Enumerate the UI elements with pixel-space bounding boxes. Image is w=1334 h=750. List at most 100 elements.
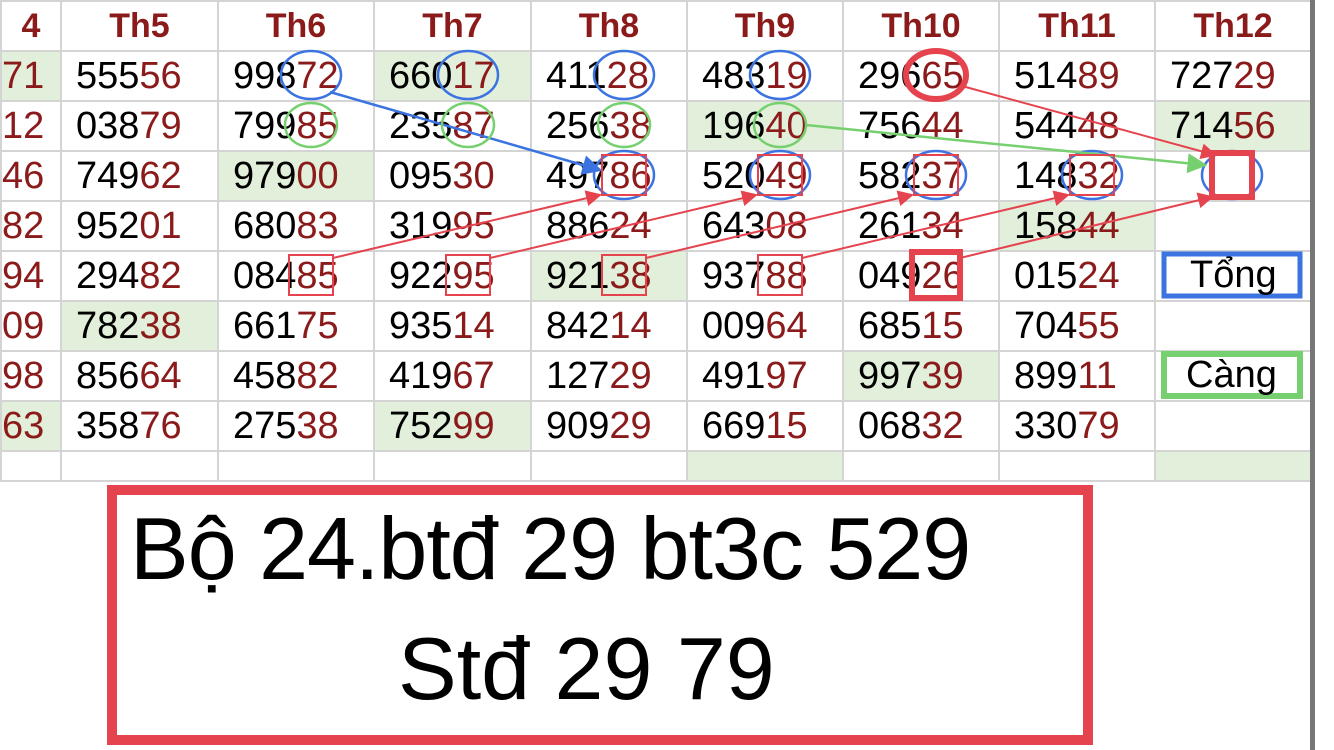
result-cell: 64308 xyxy=(686,200,844,252)
result-cell: 66175 xyxy=(217,300,375,352)
result-cell: 48319 xyxy=(686,50,844,102)
result-cell xyxy=(530,450,688,482)
cang-label: Càng xyxy=(1186,354,1277,396)
result-cell: 08485 xyxy=(217,250,375,302)
result-cell: 54448 xyxy=(998,100,1156,152)
result-cell: 70455 xyxy=(998,300,1156,352)
scrollbar[interactable] xyxy=(1310,0,1315,750)
column-header: Th9 xyxy=(686,0,844,52)
column-header: Th6 xyxy=(217,0,375,52)
result-cell: 97900 xyxy=(217,150,375,202)
result-cell: 84214 xyxy=(530,300,688,352)
column-header: Th12 xyxy=(1154,0,1312,52)
result-cell xyxy=(1154,300,1312,352)
result-cell: 85664 xyxy=(60,350,219,402)
result-cell xyxy=(686,450,844,482)
result-cell: 75644 xyxy=(842,100,1000,152)
result-cell: 71 xyxy=(0,50,62,102)
table-row: 12 03879 79985 23587 25638 19640 75644 54448 714… xyxy=(0,100,1312,152)
lottery-results-table: 4 Th5 Th6 Th7 Th8 Th9 Th10 Th11 Th12 71 55556 9987… xyxy=(0,0,1312,482)
result-cell: 26134 xyxy=(842,200,1000,252)
result-cell: 46 xyxy=(0,150,62,202)
column-header: Th10 xyxy=(842,0,1000,52)
result-cell: 35876 xyxy=(60,400,219,452)
result-cell: 71456 xyxy=(1154,100,1312,152)
table-row: 46 74962 97900 09530 49786 52049 58237 14832 xyxy=(0,150,1312,202)
result-cell: 19640 xyxy=(686,100,844,152)
result-cell xyxy=(998,450,1156,482)
result-cell: 51489 xyxy=(998,50,1156,102)
result-cell: 12 xyxy=(0,100,62,152)
result-cell xyxy=(60,450,219,482)
result-cell: 01524 xyxy=(998,250,1156,302)
column-header: Th7 xyxy=(373,0,532,52)
result-cell: 00964 xyxy=(686,300,844,352)
result-cell: 09530 xyxy=(373,150,532,202)
table-row: 82 95201 68083 31995 88624 64308 26134 15844 xyxy=(0,200,1312,252)
result-cell: 23587 xyxy=(373,100,532,152)
result-cell: 99872 xyxy=(217,50,375,102)
result-cell: 29482 xyxy=(60,250,219,302)
result-cell: 49786 xyxy=(530,150,688,202)
result-cell: 49197 xyxy=(686,350,844,402)
result-cell xyxy=(373,450,532,482)
result-cell: 41967 xyxy=(373,350,532,402)
table-row: 63 35876 27538 75299 90929 66915 06832 33079 xyxy=(0,400,1312,452)
result-cell: 66017 xyxy=(373,50,532,102)
result-cell: 93788 xyxy=(686,250,844,302)
result-cell: 06832 xyxy=(842,400,1000,452)
result-cell: 79985 xyxy=(217,100,375,152)
result-cell: 52049 xyxy=(686,150,844,202)
result-cell: 14832 xyxy=(998,150,1156,202)
result-cell xyxy=(0,450,62,482)
tong-label: Tổng xyxy=(1190,254,1277,296)
result-cell: 82 xyxy=(0,200,62,252)
result-cell: 58237 xyxy=(842,150,1000,202)
table-row xyxy=(0,450,1312,482)
table-row: 09 78238 66175 93514 84214 00964 68515 70455 xyxy=(0,300,1312,352)
result-cell: 45882 xyxy=(217,350,375,402)
result-cell xyxy=(1154,400,1312,452)
result-cell xyxy=(217,450,375,482)
result-cell: 72729 xyxy=(1154,50,1312,102)
result-cell: 03879 xyxy=(60,100,219,152)
summary-line-2: Stđ 29 79 xyxy=(398,619,775,718)
result-cell: 66915 xyxy=(686,400,844,452)
result-cell: 55556 xyxy=(60,50,219,102)
result-cell: 12729 xyxy=(530,350,688,402)
result-cell: 93514 xyxy=(373,300,532,352)
table-row: 71 55556 99872 66017 41128 48319 29665 51489 727… xyxy=(0,50,1312,102)
result-cell: 88624 xyxy=(530,200,688,252)
result-cell: 78238 xyxy=(60,300,219,352)
result-cell: 92138 xyxy=(530,250,688,302)
result-cell xyxy=(1154,450,1312,482)
result-cell: 04926 xyxy=(842,250,1000,302)
result-cell: 27538 xyxy=(217,400,375,452)
result-cell: 89911 xyxy=(998,350,1156,402)
result-cell: 99739 xyxy=(842,350,1000,402)
summary-line-1: Bộ 24.btđ 29 bt3c 529 xyxy=(130,499,971,598)
result-cell: 41128 xyxy=(530,50,688,102)
column-header: Th8 xyxy=(530,0,688,52)
result-cell: 33079 xyxy=(998,400,1156,452)
result-cell: 94 xyxy=(0,250,62,302)
result-cell: 90929 xyxy=(530,400,688,452)
column-header: Th5 xyxy=(60,0,219,52)
result-cell: 92295 xyxy=(373,250,532,302)
result-cell xyxy=(842,450,1000,482)
result-cell: 74962 xyxy=(60,150,219,202)
result-cell: 95201 xyxy=(60,200,219,252)
result-cell xyxy=(1154,150,1312,202)
result-cell: 09 xyxy=(0,300,62,352)
result-cell: 31995 xyxy=(373,200,532,252)
result-cell: 63 xyxy=(0,400,62,452)
result-cell: 29665 xyxy=(842,50,1000,102)
result-cell xyxy=(1154,200,1312,252)
column-header: 4 xyxy=(0,0,62,52)
table-row: 98 85664 45882 41967 12729 49197 99739 89911 xyxy=(0,350,1312,402)
result-cell: 68515 xyxy=(842,300,1000,352)
column-header: Th11 xyxy=(998,0,1156,52)
result-cell: 25638 xyxy=(530,100,688,152)
header-row: 4 Th5 Th6 Th7 Th8 Th9 Th10 Th11 Th12 xyxy=(0,0,1312,52)
result-cell: 68083 xyxy=(217,200,375,252)
